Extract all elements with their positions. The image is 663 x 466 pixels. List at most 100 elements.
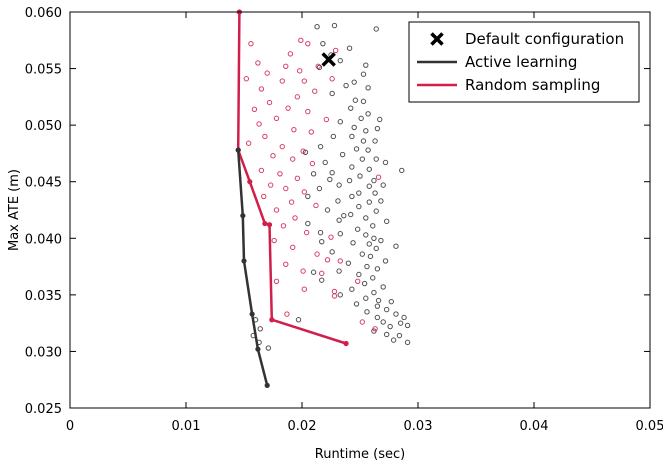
active-learning-point [310, 171, 317, 177]
active-learning-point [396, 332, 403, 339]
random-sampling-point [283, 63, 289, 70]
y-axis-label: Max ATE (m) [7, 169, 22, 251]
active-learning-point [393, 243, 399, 249]
random-sampling-point [332, 47, 339, 54]
active-learning-point [345, 260, 352, 266]
active-learning-point [360, 98, 367, 105]
active-learning-point [336, 182, 342, 188]
active-learning-frontier-vertex [235, 147, 241, 153]
scatter-points [243, 22, 411, 351]
x-tick-label: 0.03 [404, 419, 433, 434]
active-learning-point [349, 286, 355, 292]
random-sampling-point [273, 115, 280, 122]
random-sampling-point [245, 140, 252, 146]
y-tick-label: 0.025 [25, 402, 62, 417]
legend-random-sampling-label: Random sampling [465, 76, 600, 94]
active-learning-point [348, 105, 354, 111]
active-learning-point [365, 147, 371, 153]
active-learning-point [356, 271, 362, 278]
active-learning-frontier-vertex [264, 382, 270, 388]
active-learning-point [343, 82, 349, 89]
active-learning-point [336, 217, 342, 223]
active-learning-point [352, 97, 359, 103]
active-learning-point [339, 151, 346, 158]
active-learning-point [360, 138, 367, 144]
random-sampling-point [309, 160, 316, 167]
random-sampling-point [359, 319, 366, 325]
active-learning-point [363, 128, 369, 134]
active-learning-point [378, 198, 384, 204]
random-sampling-point [277, 171, 283, 177]
active-learning-point [346, 177, 353, 184]
random-sampling-frontier-vertex [266, 222, 273, 228]
active-learning-point [351, 124, 357, 131]
active-learning-point [374, 303, 381, 309]
random-sampling-point [264, 70, 270, 76]
random-sampling-point [285, 105, 291, 111]
plot-frame [69, 11, 651, 409]
active-learning-point [314, 24, 320, 30]
y-tick-label: 0.040 [25, 232, 62, 247]
active-learning-point [353, 146, 360, 152]
active-learning-point [337, 231, 343, 237]
active-learning-point [399, 167, 405, 174]
active-learning-point [337, 119, 343, 125]
random-sampling-point [290, 156, 296, 162]
active-learning-point [382, 258, 389, 264]
random-sampling-point [298, 37, 304, 43]
active-learning-point [390, 337, 397, 343]
active-learning-point [375, 297, 382, 304]
random-sampling-point [243, 76, 250, 82]
active-learning-point [317, 143, 324, 150]
random-sampling-point [279, 78, 285, 84]
x-tick-label: 0.04 [520, 419, 549, 434]
active-learning-point [353, 301, 360, 307]
active-learning-point [349, 133, 355, 140]
active-learning-point [378, 237, 384, 244]
active-learning-point [401, 314, 407, 321]
active-learning-point [331, 22, 338, 29]
active-learning-frontier-line [236, 149, 269, 386]
active-learning-point [365, 111, 371, 117]
x-axis-label: Runtime (sec) [315, 447, 406, 462]
random-sampling-point [271, 237, 277, 244]
active-learning-point [374, 125, 381, 132]
random-sampling-point [301, 286, 308, 292]
active-learning-point [397, 320, 404, 326]
active-learning-point [310, 269, 317, 275]
active-learning-point [319, 238, 325, 245]
active-learning-point [329, 249, 335, 255]
random-sampling-point [354, 278, 361, 284]
active-learning-point [363, 62, 369, 68]
active-learning-point [356, 190, 362, 196]
legend-default-marker-icon [430, 32, 444, 46]
active-learning-point [320, 40, 326, 47]
random-sampling-point [288, 199, 295, 205]
random-sampling-point [256, 121, 262, 127]
active-learning-point [350, 240, 356, 246]
active-learning-point [341, 212, 347, 219]
y-tick-label: 0.060 [25, 6, 62, 21]
active-learning-point [329, 169, 335, 176]
random-sampling-point [372, 326, 378, 332]
active-learning-point [380, 182, 386, 188]
active-learning-point [374, 314, 381, 321]
active-learning-point [357, 173, 363, 179]
random-sampling-point [251, 106, 258, 113]
x-tick-label: 0.01 [172, 419, 201, 434]
active-learning-point [317, 229, 324, 236]
active-learning-point [257, 326, 263, 332]
random-sampling-point [300, 268, 306, 274]
random-sampling-point [292, 215, 298, 221]
active-learning-point [371, 289, 377, 296]
random-sampling-point [294, 175, 301, 182]
random-sampling-point [280, 223, 287, 229]
active-learning-frontier-vertex [255, 346, 261, 352]
active-learning-point [360, 71, 367, 77]
default-configuration-marker [321, 52, 336, 67]
active-learning-point [404, 322, 411, 329]
active-learning-point [363, 295, 369, 301]
random-sampling-point [305, 40, 311, 47]
random-sampling-point [287, 51, 294, 57]
